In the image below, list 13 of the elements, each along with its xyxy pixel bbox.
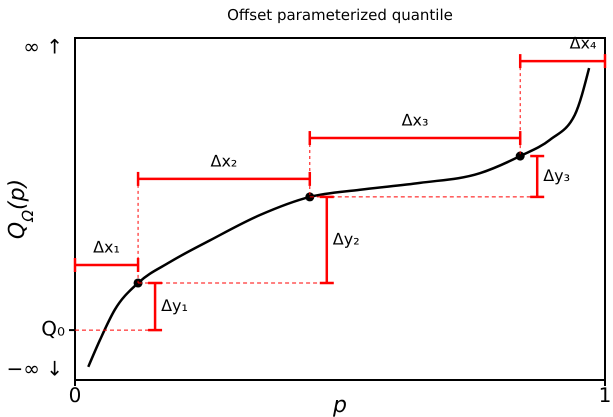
annotation: Δx₁ [93,237,120,256]
ref-line-label: Q₀ [41,316,65,341]
chart-title: Offset parameterized quantile [227,6,453,24]
annotation: Δy₂ [332,229,360,248]
annotation: Δy₃ [543,166,570,185]
annotation: Δx₃ [402,110,428,130]
annotation: Δy₁ [161,296,188,315]
x-tick-label: 0 [68,383,82,408]
x-tick-label: 1 [598,383,612,408]
annotation: Δx₂ [210,151,238,170]
text: ∞ ↑ [23,34,63,58]
text: −∞ ↓ [6,356,63,380]
x-axis-title: p [332,393,347,417]
